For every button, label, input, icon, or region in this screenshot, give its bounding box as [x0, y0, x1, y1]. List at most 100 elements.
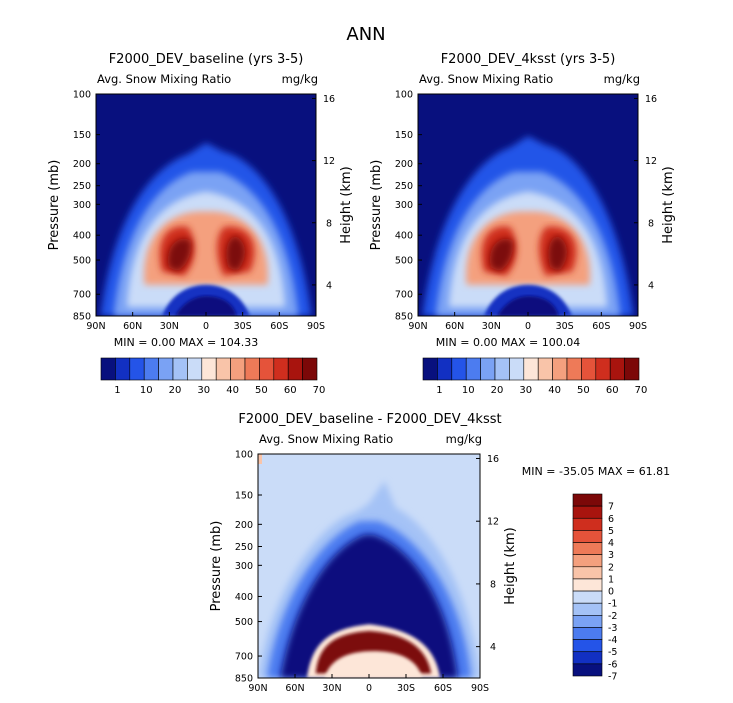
colorbar-label: 50 [577, 385, 590, 396]
y-axis-label: Pressure (mb) [369, 160, 384, 251]
x-tick-label: 60N [123, 321, 142, 332]
chart-panel-2: F2000_DEV_4ksst (yrs 3-5) Avg. Snow Mixin… [369, 52, 676, 396]
colorbar-label: 5 [608, 526, 614, 537]
contour-band [167, 236, 246, 272]
colorbar-label: 1 [114, 385, 120, 396]
colorbar-label: 7 [608, 502, 614, 513]
x-tick-label: 0 [203, 321, 209, 332]
colorbar-label: 70 [635, 385, 648, 396]
colorbar-swatch [572, 554, 603, 568]
y2-tick-label: 8 [490, 579, 496, 590]
y2-tick-label: 12 [487, 517, 499, 528]
y2-tick-label: 12 [645, 156, 657, 167]
colorbar-label: -3 [608, 623, 617, 634]
colorbar-swatch [595, 357, 611, 381]
contour-band [497, 296, 559, 316]
y-tick-label: 200 [395, 159, 413, 170]
colorbar-label: 40 [226, 385, 239, 396]
x-tick-label: 90N [408, 321, 427, 332]
colorbar-swatch [201, 357, 217, 381]
colorbar-label: 60 [606, 385, 619, 396]
y2-tick-label: 12 [323, 156, 335, 167]
colorbar-label: 0 [608, 587, 614, 598]
colorbar-label: -6 [608, 659, 617, 670]
colorbar-swatch [572, 651, 603, 665]
x-tick-label: 90S [471, 683, 489, 694]
colorbar-swatch [572, 627, 603, 640]
colorbar-swatch [215, 357, 231, 381]
colorbar-label: 30 [519, 385, 532, 396]
colorbar-swatch [115, 357, 131, 381]
colorbar-swatch [572, 493, 603, 507]
colorbar-swatch [172, 357, 188, 381]
colorbar-swatch [572, 615, 603, 628]
colorbar-swatch [158, 357, 174, 381]
y2-axis-label: Height (km) [503, 527, 518, 604]
colorbar-swatch [572, 530, 603, 543]
y-tick-label: 400 [235, 592, 253, 603]
x-tick-label: 90N [248, 683, 267, 694]
colorbar-label: 1 [436, 385, 442, 396]
colorbar-swatch [230, 357, 246, 381]
x-tick-label: 60S [270, 321, 288, 332]
colorbar-swatch [259, 357, 275, 381]
y2-tick-label: 4 [326, 280, 332, 291]
y-tick-label: 250 [73, 181, 91, 192]
chart-subtitle-left: Avg. Snow Mixing Ratio [97, 72, 231, 86]
colorbar-swatch [609, 357, 625, 381]
y-tick-label: 400 [395, 231, 413, 242]
colorbar-swatch [572, 517, 603, 531]
colorbar-swatch [509, 357, 525, 381]
x-tick-label: 60N [445, 321, 464, 332]
chart-title: F2000_DEV_baseline - F2000_DEV_4ksst [238, 412, 501, 427]
colorbar-swatch [572, 578, 603, 592]
y-tick-label: 100 [235, 450, 253, 461]
colorbar-swatch [537, 357, 553, 381]
y-tick-label: 400 [73, 231, 91, 242]
y-tick-label: 150 [235, 490, 253, 501]
colorbar-swatch [552, 357, 568, 381]
colorbar-label: 1 [608, 574, 614, 585]
y-tick-label: 150 [395, 130, 413, 141]
y-tick-label: 500 [235, 617, 253, 628]
colorbar-swatch [302, 357, 318, 381]
x-tick-label: 0 [525, 321, 531, 332]
colorbar-swatch [572, 663, 603, 677]
x-tick-label: 30S [234, 321, 252, 332]
x-tick-label: 30S [556, 321, 574, 332]
chart-title: F2000_DEV_baseline (yrs 3-5) [109, 52, 304, 67]
y2-tick-label: 8 [326, 218, 332, 229]
y2-tick-label: 16 [323, 94, 335, 105]
chart-title: F2000_DEV_4ksst (yrs 3-5) [441, 52, 616, 67]
y2-tick-label: 4 [648, 280, 654, 291]
y-tick-label: 150 [73, 130, 91, 141]
chart-panel-1: F2000_DEV_baseline (yrs 3-5) Avg. Snow Mi… [47, 52, 354, 396]
colorbar-swatch [273, 357, 289, 381]
colorbar-label: 60 [284, 385, 297, 396]
colorbar-label: -2 [608, 611, 617, 622]
colorbar-swatch [287, 357, 303, 381]
y-tick-label: 850 [395, 312, 413, 323]
y-tick-label: 700 [395, 290, 413, 301]
colorbar-label: 6 [608, 514, 614, 525]
colorbar-label: 2 [608, 562, 614, 573]
colorbar-label: -7 [608, 672, 617, 683]
chart-subtitle-right: mg/kg [446, 432, 482, 446]
contour-band [258, 454, 262, 464]
y-tick-label: 100 [395, 90, 413, 101]
colorbar-swatch [624, 357, 640, 381]
colorbar-label: 40 [548, 385, 561, 396]
colorbar-swatch [572, 542, 603, 555]
colorbar-swatch [572, 602, 603, 616]
y2-tick-label: 16 [645, 94, 657, 105]
y-tick-label: 500 [395, 256, 413, 267]
colorbar-label: -1 [608, 599, 617, 610]
chart-subtitle-right: mg/kg [282, 72, 318, 86]
colorbar-swatch [566, 357, 582, 381]
chart-panel-3: F2000_DEV_baseline - F2000_DEV_4ksst Avg.… [209, 412, 670, 694]
colorbar-swatch [129, 357, 145, 381]
y-tick-label: 700 [73, 290, 91, 301]
x-tick-label: 90S [307, 321, 325, 332]
contour-band [324, 651, 423, 678]
